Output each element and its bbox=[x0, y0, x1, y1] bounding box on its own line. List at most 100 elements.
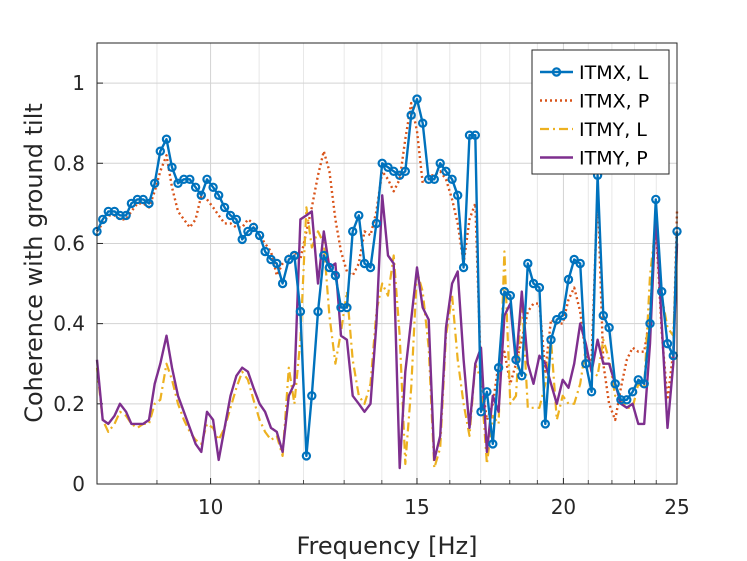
x-tick-label: 10 bbox=[198, 495, 223, 519]
data-point bbox=[563, 274, 574, 285]
data-point bbox=[458, 262, 469, 273]
data-point bbox=[400, 166, 410, 176]
data-point bbox=[464, 130, 475, 140]
data-point bbox=[231, 214, 242, 225]
data-point bbox=[470, 130, 480, 140]
data-point bbox=[272, 258, 282, 269]
data-point bbox=[657, 286, 667, 297]
tick-labels: 10 15 20 25 0 0.2 0.4 0.6 0.8 1 bbox=[53, 71, 690, 519]
y-tick-label: 0.8 bbox=[53, 151, 85, 175]
data-point bbox=[371, 218, 382, 229]
y-tick-label: 0.2 bbox=[53, 392, 85, 416]
data-point bbox=[213, 190, 224, 200]
data-point bbox=[511, 355, 521, 365]
data-point bbox=[313, 306, 323, 317]
data-point bbox=[429, 174, 439, 184]
data-point bbox=[121, 210, 131, 221]
data-point bbox=[517, 371, 527, 381]
data-point bbox=[237, 234, 247, 245]
data-point bbox=[307, 391, 317, 401]
data-point bbox=[97, 214, 108, 225]
data-point bbox=[365, 262, 376, 273]
x-tick-label: 20 bbox=[551, 495, 576, 519]
data-point bbox=[324, 262, 335, 273]
data-point bbox=[645, 318, 655, 329]
data-point bbox=[616, 395, 626, 405]
data-point bbox=[196, 190, 206, 200]
data-point bbox=[482, 387, 492, 397]
data-point bbox=[622, 395, 632, 405]
data-point bbox=[155, 146, 165, 156]
data-point bbox=[581, 359, 591, 369]
data-point bbox=[523, 258, 533, 269]
data-point bbox=[190, 182, 201, 192]
data-point bbox=[149, 178, 160, 188]
y-tick-label: 0 bbox=[72, 472, 85, 496]
legend-label: ITMX, L bbox=[579, 62, 649, 84]
data-point bbox=[354, 210, 364, 221]
data-point bbox=[248, 222, 259, 233]
data-point bbox=[651, 194, 661, 205]
data-point bbox=[132, 194, 143, 205]
data-point bbox=[505, 290, 515, 301]
data-point bbox=[453, 190, 463, 200]
data-point bbox=[418, 118, 428, 128]
data-point bbox=[295, 306, 306, 317]
legend-box bbox=[531, 49, 670, 175]
legend-label: ITMX, P bbox=[579, 91, 649, 113]
data-point bbox=[179, 174, 189, 184]
data-point bbox=[610, 379, 620, 389]
series-line-itmy-p bbox=[95, 194, 679, 470]
y-axis-label: Coherence with ground tilt bbox=[20, 103, 48, 423]
data-point bbox=[336, 302, 346, 313]
data-point bbox=[161, 134, 172, 144]
data-point bbox=[260, 246, 270, 257]
data-point bbox=[342, 302, 352, 313]
data-point bbox=[289, 250, 300, 261]
data-point bbox=[441, 166, 451, 176]
data-point bbox=[330, 270, 341, 281]
data-point bbox=[662, 339, 673, 349]
data-point bbox=[254, 230, 265, 241]
data-point bbox=[546, 335, 556, 345]
data-point bbox=[277, 278, 288, 289]
data-point bbox=[424, 174, 434, 184]
data-point bbox=[301, 451, 312, 461]
data-point bbox=[219, 202, 230, 213]
data-point bbox=[144, 198, 154, 209]
y-tick-label: 0.4 bbox=[53, 312, 85, 336]
data-point bbox=[476, 407, 486, 417]
data-point bbox=[348, 226, 358, 237]
data-point bbox=[639, 379, 649, 389]
data-point bbox=[488, 439, 498, 449]
legend-marker bbox=[551, 67, 562, 77]
data-point bbox=[435, 158, 445, 168]
x-axis-label: Frequency [Hz] bbox=[297, 532, 478, 560]
data-point bbox=[319, 250, 329, 261]
data-point bbox=[558, 310, 568, 321]
legend: ITMX, L ITMX, P ITMY, L ITMY, P bbox=[531, 49, 670, 175]
data-point bbox=[447, 174, 457, 184]
legend-label: ITMY, L bbox=[579, 119, 647, 141]
data-point bbox=[208, 182, 218, 192]
data-point bbox=[185, 174, 195, 184]
data-point bbox=[575, 258, 585, 269]
y-tick-label: 1 bbox=[72, 71, 85, 95]
data-point bbox=[412, 94, 422, 104]
data-point bbox=[598, 310, 609, 321]
data-point bbox=[540, 419, 551, 429]
data-point bbox=[586, 387, 597, 397]
data-point bbox=[202, 174, 212, 184]
x-tick-label: 25 bbox=[664, 495, 689, 519]
data-point bbox=[528, 278, 539, 289]
data-point bbox=[493, 363, 504, 373]
legend-label: ITMY, P bbox=[579, 148, 648, 170]
data-point bbox=[604, 322, 614, 333]
data-point bbox=[167, 162, 177, 172]
data-point bbox=[534, 282, 545, 293]
data-point bbox=[406, 110, 416, 120]
axes-box bbox=[96, 42, 678, 485]
data-point bbox=[627, 387, 638, 397]
